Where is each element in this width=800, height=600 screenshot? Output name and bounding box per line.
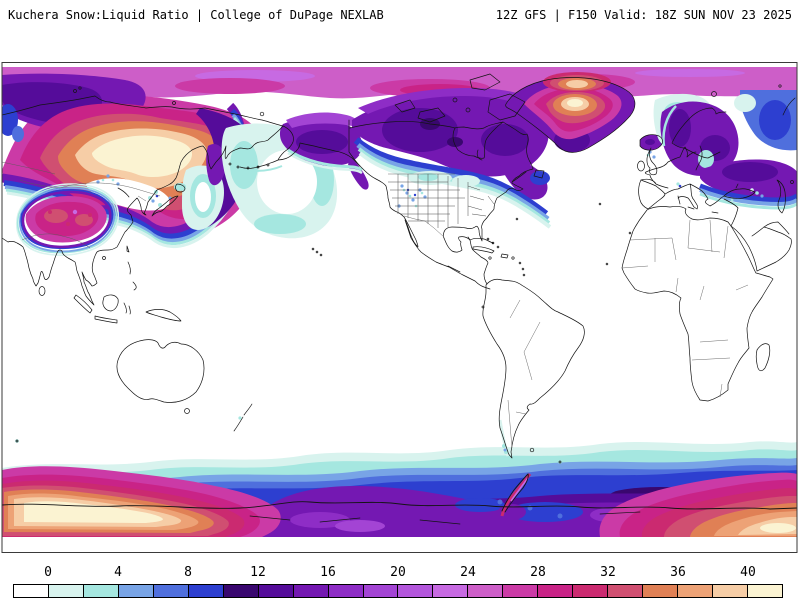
- colorbar-tick-label: 8: [184, 565, 192, 580]
- colorbar-tick-label: 20: [390, 565, 406, 580]
- us-state-borders: [388, 174, 495, 228]
- colorbar-cell: [398, 585, 434, 597]
- country-borders: [2, 161, 749, 449]
- colorbar-tick-label: 0: [44, 565, 52, 580]
- colorbar-cell: [608, 585, 644, 597]
- fill-bering-sea: [221, 123, 338, 239]
- colorbar-cell: [293, 585, 329, 597]
- colorbar-cell: [153, 585, 189, 597]
- colorbar-cell: [258, 585, 294, 597]
- colorbar-cell: [503, 585, 539, 597]
- model-valid-time: 12Z GFS | F150 Valid: 18Z SUN NOV 23 202…: [495, 8, 792, 22]
- fill-europe: [646, 90, 797, 210]
- colorbar-tick-label: 16: [320, 565, 336, 580]
- colorbar-cell: [118, 585, 154, 597]
- coastlines: [2, 73, 797, 525]
- colorbar-tick-label: 12: [250, 565, 266, 580]
- fill-siberia: [2, 73, 263, 249]
- colorbar-cell: [328, 585, 364, 597]
- map-fill-contours: [2, 67, 797, 537]
- colorbar-cell: [573, 585, 609, 597]
- colorbar-cell: [433, 585, 469, 597]
- colorbar-scale: [13, 584, 783, 598]
- colorbar-cell: [14, 585, 49, 597]
- colorbar-cell: [538, 585, 574, 597]
- colorbar: 0 4 8 12 16 20 24 28 32 36 40: [13, 563, 783, 599]
- colorbar-tick-label: 40: [740, 565, 756, 580]
- colorbar-cell: [468, 585, 504, 597]
- colorbar-cell: [363, 585, 399, 597]
- colorbar-tick-label: 28: [530, 565, 546, 580]
- product-title: Kuchera Snow:Liquid Ratio | College of D…: [8, 8, 384, 22]
- colorbar-tick-label: 4: [114, 565, 122, 580]
- colorbar-cell: [223, 585, 259, 597]
- fill-rockies-specks: [397, 184, 427, 208]
- fill-southern-ocean: [2, 416, 797, 537]
- fill-east-asia-specks: [148, 183, 186, 207]
- colorbar-tick-label: 32: [600, 565, 616, 580]
- colorbar-cell: [48, 585, 84, 597]
- fill-iceland: [640, 134, 663, 151]
- colorbar-tick-labels: 0 4 8 12 16 20 24 28 32 36 40: [13, 563, 783, 581]
- fill-canada: [352, 88, 552, 229]
- colorbar-cell: [713, 585, 749, 597]
- colorbar-tick-label: 24: [460, 565, 476, 580]
- colorbar-cell: [678, 585, 714, 597]
- title-bar: Kuchera Snow:Liquid Ratio | College of D…: [0, 6, 800, 26]
- colorbar-cell: [643, 585, 679, 597]
- colorbar-tick-label: 36: [670, 565, 686, 580]
- colorbar-cell: [188, 585, 224, 597]
- colorbar-cell: [748, 585, 782, 597]
- fill-greenland: [505, 72, 635, 153]
- fill-alaska: [279, 112, 369, 190]
- map-frame: [1, 62, 798, 553]
- fill-tibet: [15, 174, 120, 256]
- colorbar-cell: [83, 585, 119, 597]
